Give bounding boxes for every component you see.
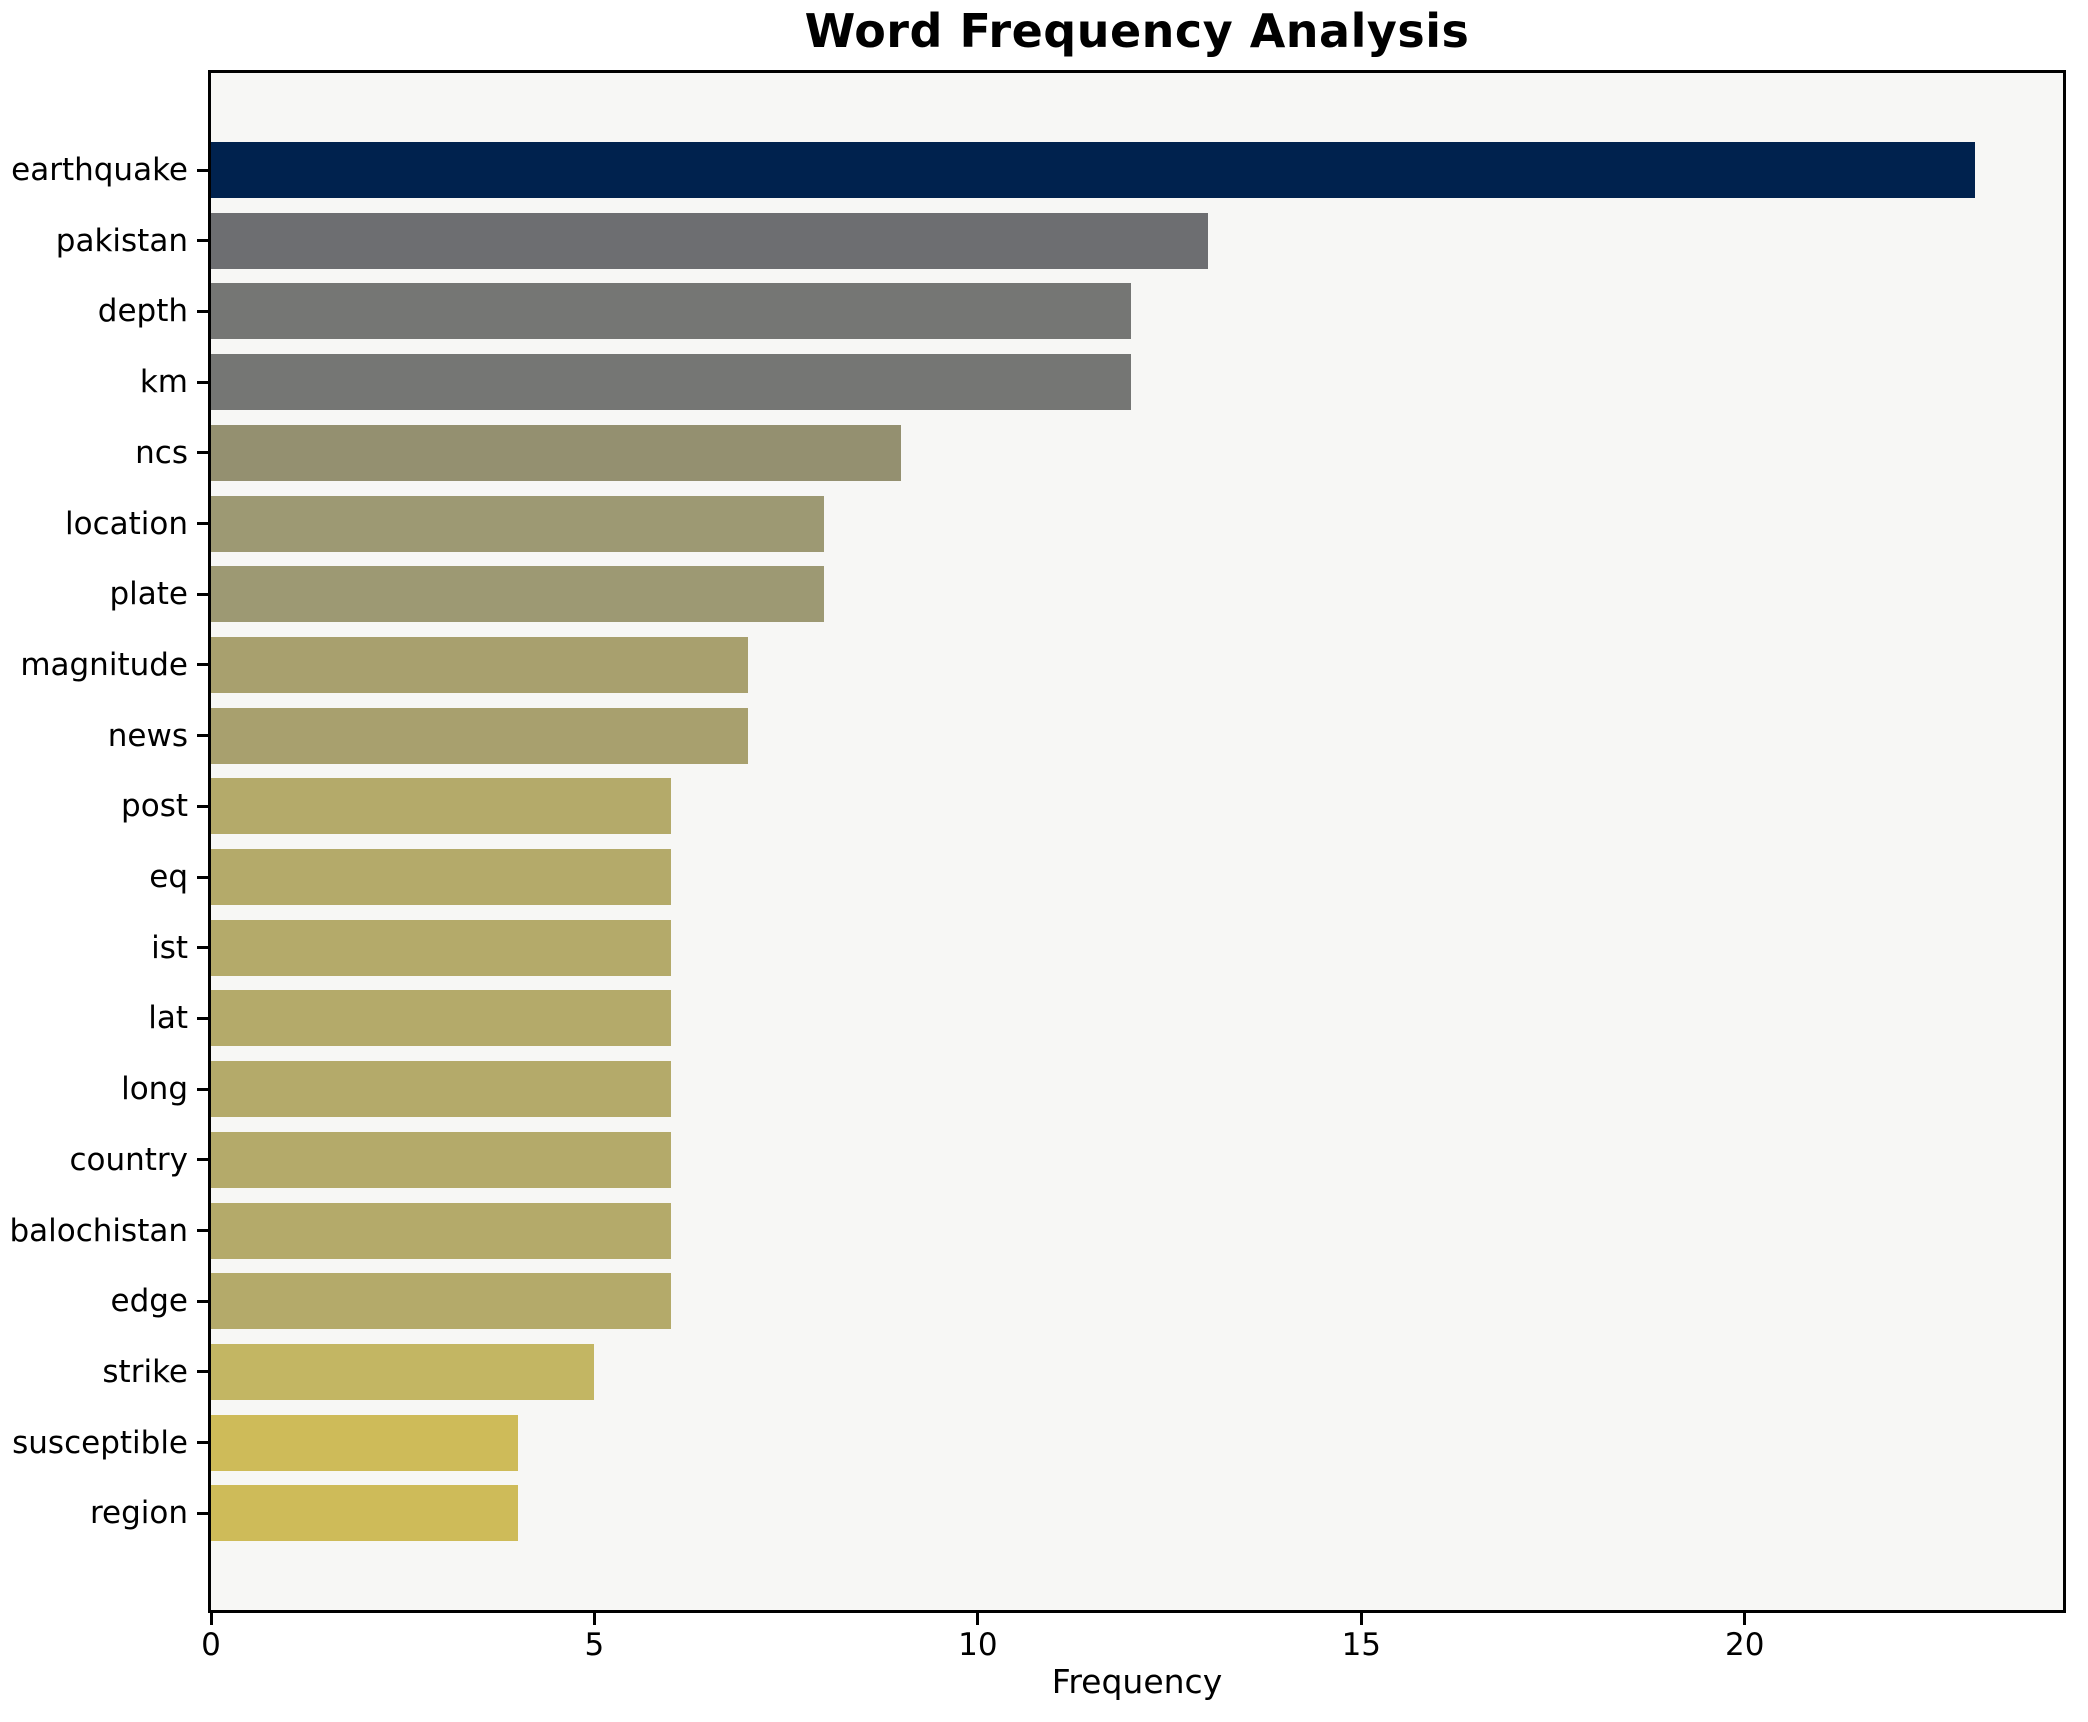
y-tick-label: ncs [135,434,188,471]
x-tick-label: 15 [1341,1627,1382,1663]
y-tick-label: region [89,1495,188,1532]
y-tick-label: news [107,717,188,754]
bar-km [211,354,1132,411]
y-tick-label: balochistan [9,1212,188,1249]
bar-pakistan [211,212,1208,269]
x-tick-mark [1359,1613,1363,1625]
y-tick-mark [197,875,209,879]
y-tick-label: long [121,1071,188,1108]
y-tick-mark [197,1016,209,1020]
y-tick-label: depth [97,293,188,330]
y-tick-mark [197,1299,209,1303]
y-tick-mark [197,804,209,808]
y-tick-mark [197,380,209,384]
x-tick-mark [976,1613,980,1625]
y-tick-label: plate [109,576,188,613]
bar-balochistan [211,1202,672,1259]
y-tick-label: magnitude [20,646,188,683]
y-tick-mark [197,1229,209,1232]
bar-location [211,495,825,552]
bar-susceptible [211,1414,518,1471]
bar-strike [211,1343,595,1400]
y-tick-label: earthquake [11,152,188,188]
y-tick-mark [197,663,209,667]
bar-long [211,1061,672,1118]
bar-earthquake [211,142,1975,198]
x-tick-label: 10 [958,1627,998,1663]
y-tick-label: ist [151,929,188,966]
y-tick-label: lat [148,1000,188,1037]
y-tick-mark [197,239,209,243]
y-tick-mark [197,592,209,596]
y-tick-mark [197,1511,209,1515]
y-tick-label: country [69,1141,188,1178]
y-tick-mark [197,522,209,525]
y-tick-mark [197,1370,209,1374]
bar-country [211,1131,672,1188]
y-tick-label: strike [102,1353,188,1390]
x-tick-mark [592,1613,596,1625]
y-tick-mark [197,734,209,738]
bar-region [211,1485,518,1542]
x-tick-mark [209,1613,213,1625]
x-tick-label: 0 [201,1627,221,1663]
y-tick-label: edge [110,1283,189,1320]
bar-ncs [211,424,902,481]
chart-title: Word Frequency Analysis [804,4,1470,58]
x-tick-label: 5 [584,1627,605,1663]
y-tick-label: pakistan [55,222,188,259]
bar-plate [211,566,825,623]
y-tick-label: km [139,364,188,401]
bar-ist [211,919,672,976]
bar-post [211,778,672,835]
y-tick-label: post [121,788,188,825]
x-axis-label: Frequency [1051,1662,1223,1701]
bar-magnitude [211,636,748,693]
y-tick-label: location [64,505,188,542]
y-tick-mark [197,168,209,172]
y-tick-mark [197,946,209,950]
bar-depth [211,283,1132,340]
bar-lat [211,990,672,1047]
bar-edge [211,1273,672,1330]
y-tick-label: eq [149,859,188,895]
bar-news [211,707,748,764]
y-tick-mark [197,1087,209,1091]
y-tick-label: susceptible [12,1424,188,1461]
x-tick-label: 20 [1725,1627,1765,1663]
x-tick-mark [1743,1613,1747,1625]
y-tick-mark [197,1158,209,1162]
bar-eq [211,849,672,905]
y-tick-mark [197,451,209,455]
y-tick-mark [197,309,209,313]
y-tick-mark [197,1441,209,1445]
